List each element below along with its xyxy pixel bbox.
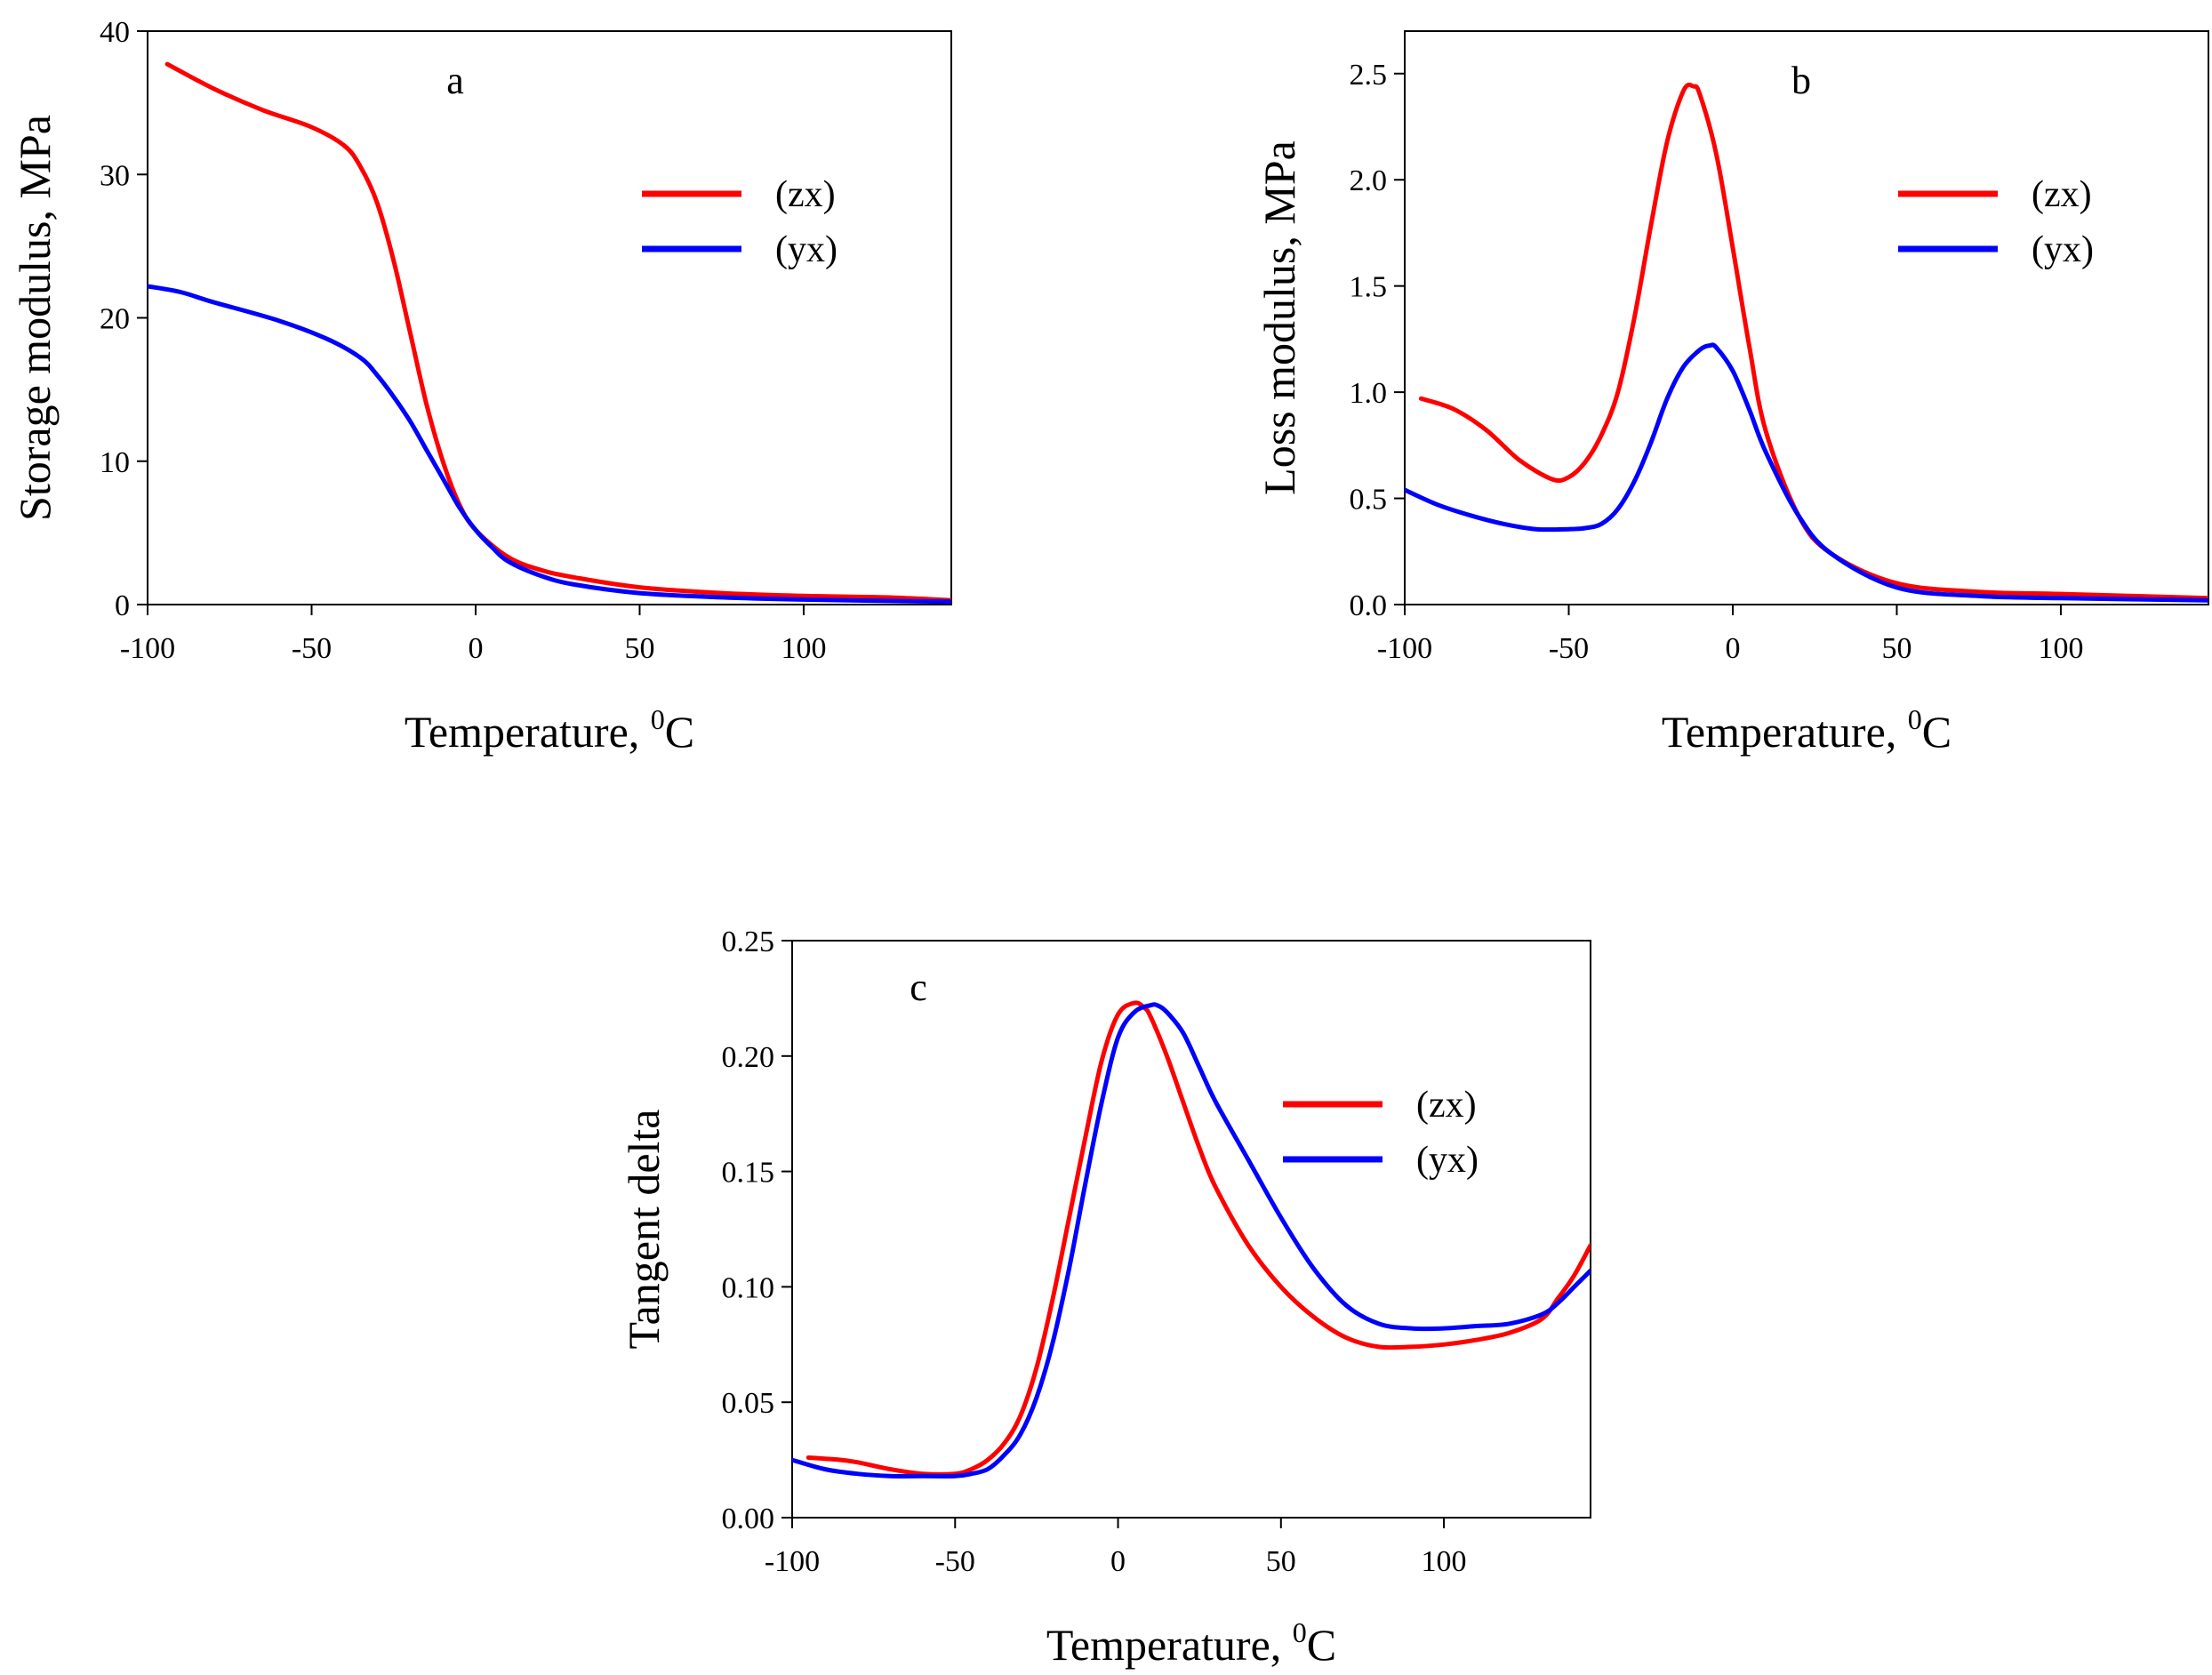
panel-letter: c xyxy=(910,966,927,1009)
x-axis-label-superscript: 0 xyxy=(1908,703,1922,735)
y-tick-label: 1.5 xyxy=(1350,271,1388,304)
x-tick-label: 50 xyxy=(1266,1545,1296,1578)
y-tick-label: 20 xyxy=(100,303,130,336)
y-tick-label: 0.0 xyxy=(1350,589,1388,622)
x-tick-label: -50 xyxy=(935,1545,975,1578)
x-tick-label: 50 xyxy=(1881,632,1911,665)
legend-label: (zx) xyxy=(2032,174,2092,215)
x-tick-label: 0 xyxy=(468,632,483,665)
x-tick-label: -50 xyxy=(1549,632,1589,665)
y-tick-label: 2.5 xyxy=(1350,59,1388,92)
x-axis-label-text: Temperature, xyxy=(1662,707,1908,757)
y-tick-label: 0 xyxy=(115,589,130,622)
legend-label: (zx) xyxy=(1416,1085,1477,1126)
x-tick-label: -100 xyxy=(765,1545,820,1578)
x-axis-label-text: Temperature, xyxy=(1046,1620,1293,1670)
y-tick-label: 1.0 xyxy=(1350,377,1388,410)
x-axis-label: Temperature, 0C xyxy=(1662,703,1952,757)
panel-letter: b xyxy=(1791,59,1811,102)
legend-label: (yx) xyxy=(2032,229,2094,270)
legend-label: (yx) xyxy=(775,229,838,270)
y-tick-label: 0.25 xyxy=(722,926,775,958)
plot-frame xyxy=(791,940,1591,1519)
y-tick-label: 10 xyxy=(100,446,130,479)
series-line-yx xyxy=(148,284,951,605)
y-axis-label: Loss modulus, MPa xyxy=(1254,140,1304,495)
x-tick-label: 50 xyxy=(624,632,654,665)
x-axis-label-superscript: 0 xyxy=(651,703,665,735)
series-group xyxy=(792,1000,1591,1479)
x-axis-label-unit: C xyxy=(665,707,694,757)
chart-panel-c: -100 -50 0 50 100 0.00 0.05 0.10 0.15 0.20 0.25 Tem… xyxy=(619,926,1591,1670)
x-axis-label-text: Temperature, xyxy=(405,707,651,757)
x-axis-label: Temperature, 0C xyxy=(1046,1616,1336,1670)
y-axis-label: Storage modulus, MPa xyxy=(10,115,60,521)
x-tick-label: -100 xyxy=(120,632,175,665)
y-tick-label: 0.05 xyxy=(722,1387,775,1420)
y-tick-label: 0.00 xyxy=(722,1503,775,1535)
x-tick-label: -50 xyxy=(292,632,332,665)
x-axis-label-superscript: 0 xyxy=(1293,1616,1307,1648)
x-axis-label-unit: C xyxy=(1307,1620,1336,1670)
x-tick-label: 100 xyxy=(1422,1545,1467,1578)
x-tick-label: 100 xyxy=(2038,632,2083,665)
x-tick-label: 0 xyxy=(1110,1545,1126,1578)
x-axis-label: Temperature, 0C xyxy=(405,703,694,757)
panel-letter: a xyxy=(446,59,464,102)
x-axis-label-unit: C xyxy=(1922,707,1952,757)
y-tick-label: 0.20 xyxy=(722,1041,775,1074)
y-tick-label: 0.15 xyxy=(722,1157,775,1190)
series-line-yx xyxy=(792,1002,1591,1479)
y-tick-label: 40 xyxy=(100,16,130,49)
series-line-yx xyxy=(1405,342,2208,603)
x-tick-label: -100 xyxy=(1377,632,1432,665)
x-tick-label: 0 xyxy=(1725,632,1740,665)
series-group xyxy=(148,61,951,605)
legend-label: (yx) xyxy=(1416,1140,1479,1181)
y-tick-label: 0.5 xyxy=(1350,484,1388,517)
plot-frame xyxy=(1404,30,2209,605)
series-group xyxy=(1405,82,2208,603)
series-line-zx xyxy=(164,61,951,603)
y-tick-label: 2.0 xyxy=(1350,164,1388,197)
x-tick-label: 100 xyxy=(781,632,826,665)
chart-panel-b: -100 -50 0 50 100 0.0 0.5 1.0 1.5 2.0 2.5 Temperatu… xyxy=(1254,30,2209,757)
y-tick-label: 0.10 xyxy=(722,1271,775,1304)
y-axis-label: Tangent delta xyxy=(619,1110,669,1350)
legend-label: (zx) xyxy=(775,174,836,215)
y-tick-label: 30 xyxy=(100,159,130,192)
